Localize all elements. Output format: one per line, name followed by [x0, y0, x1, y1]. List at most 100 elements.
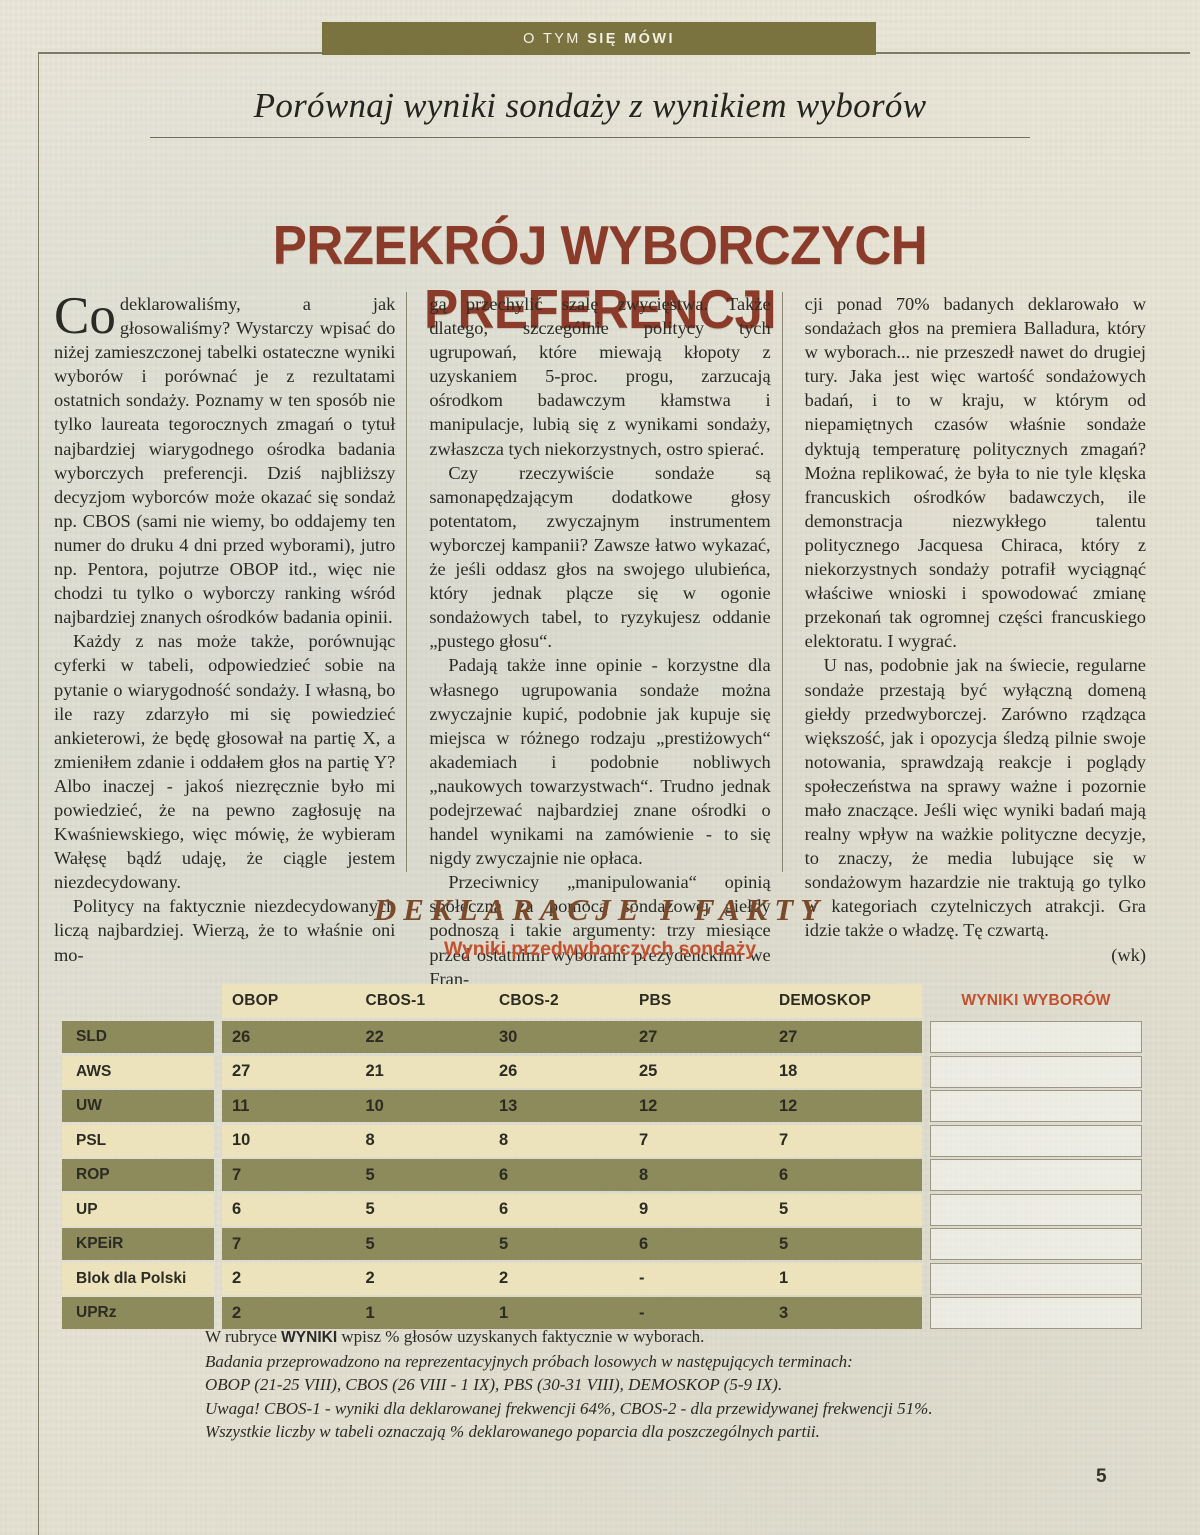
- cell-cbos-2: 30: [499, 1027, 518, 1046]
- results-input-box[interactable]: [930, 1193, 1142, 1226]
- results-input-box[interactable]: [930, 1124, 1142, 1157]
- poll-results-table: OBOP CBOS-1 CBOS-2 PBS DEMOSKOP WYNIKI W…: [62, 984, 1142, 1332]
- cell-cbos-1: 2: [365, 1269, 375, 1287]
- cell-demoskop: 12: [779, 1096, 798, 1115]
- row-label: PSL: [62, 1124, 214, 1157]
- cell-obop: 7: [232, 1165, 242, 1184]
- column-header-cbos-2: CBOS-2: [499, 992, 559, 1009]
- drop-cap: Co: [54, 287, 116, 345]
- results-input-box[interactable]: [930, 1021, 1142, 1053]
- cell-cbos-1: 21: [365, 1062, 384, 1080]
- cell-pbs: 6: [639, 1234, 649, 1253]
- results-entry[interactable]: [930, 1193, 1142, 1226]
- cell-cbos-2: 26: [499, 1062, 518, 1080]
- page-frame: [38, 52, 1192, 1535]
- table-header-row: OBOP CBOS-1 CBOS-2 PBS DEMOSKOP WYNIKI W…: [62, 984, 1142, 1018]
- cell-cbos-1: 10: [365, 1096, 384, 1115]
- table-row: KPEiR 7 5 5 6 5: [62, 1228, 1142, 1260]
- results-entry[interactable]: [930, 1262, 1142, 1295]
- row-values: 7 5 6 8 6: [222, 1159, 922, 1191]
- paragraph: cji ponad 70% badanych deklarowało w son…: [804, 294, 1146, 652]
- cell-demoskop: 5: [779, 1200, 789, 1218]
- row-values: 7 5 5 6 5: [222, 1228, 922, 1260]
- kicker-pre: O TYM: [523, 30, 588, 47]
- footnote-instruction: W rubryce WYNIKI wpisz % głosów uzyskany…: [205, 1325, 1105, 1350]
- cell-cbos-1: 1: [365, 1303, 375, 1322]
- cell-pbs: 27: [639, 1027, 658, 1046]
- cell-obop: 2: [232, 1303, 242, 1322]
- paragraph: gą przechylić szalę zwycięstwa. Także dl…: [429, 294, 771, 459]
- cell-demoskop: 3: [779, 1303, 789, 1322]
- table-row: ROP 7 5 6 8 6: [62, 1159, 1142, 1191]
- footnote-caveat: Uwaga! CBOS-1 - wyniki dla deklarowanej …: [205, 1398, 933, 1418]
- row-values: 2 1 1 - 3: [222, 1297, 922, 1329]
- column-header-cbos-1: CBOS-1: [365, 992, 426, 1009]
- cell-pbs: 25: [639, 1062, 658, 1080]
- paragraph: Politycy na faktycznie niezdecydowanych …: [54, 896, 396, 965]
- results-input-box[interactable]: [930, 1297, 1142, 1329]
- row-label: KPEiR: [62, 1228, 214, 1260]
- cell-cbos-1: 5: [365, 1200, 375, 1218]
- cell-pbs: -: [639, 1303, 645, 1322]
- results-input-box[interactable]: [930, 1090, 1142, 1122]
- row-label: ROP: [62, 1159, 214, 1191]
- cell-cbos-2: 2: [499, 1269, 509, 1287]
- cell-cbos-2: 5: [499, 1234, 509, 1253]
- results-input-box[interactable]: [930, 1055, 1142, 1088]
- results-entry[interactable]: [930, 1021, 1142, 1053]
- results-input-box[interactable]: [930, 1159, 1142, 1191]
- page-title: PRZEKRÓJ WYBORCZYCH PREFERENCJI: [272, 213, 928, 340]
- article-column-1: Co deklarowaliśmy, a jak głosowaliśmy? Wy…: [54, 287, 396, 965]
- table-section-subtitle: Wyniki przedwyborczych sondaży: [444, 938, 756, 960]
- kicker-strong: SIĘ MÓWI: [587, 30, 675, 47]
- cell-cbos-1: 5: [365, 1234, 375, 1253]
- results-entry[interactable]: [930, 1228, 1142, 1260]
- column-header-pbs: PBS: [639, 992, 672, 1009]
- paragraph: Padają także inne opinie - korzystne dla…: [429, 655, 771, 869]
- cell-cbos-1: 8: [365, 1131, 375, 1149]
- cell-demoskop: 6: [779, 1165, 789, 1184]
- cell-obop: 11: [232, 1096, 250, 1115]
- column-header-results: WYNIKI WYBORÓW: [961, 992, 1111, 1009]
- results-entry[interactable]: [930, 1124, 1142, 1157]
- table-footnotes: W rubryce WYNIKI wpisz % głosów uzyskany…: [205, 1325, 1105, 1444]
- results-entry[interactable]: [930, 1159, 1142, 1191]
- results-entry[interactable]: [930, 1297, 1142, 1329]
- cell-cbos-1: 5: [365, 1165, 375, 1184]
- table-row: UPRz 2 1 1 - 3: [62, 1297, 1142, 1329]
- cell-cbos-1: 22: [365, 1027, 384, 1046]
- row-values: 27 21 26 25 18: [222, 1055, 922, 1088]
- article-body: Co deklarowaliśmy, a jak głosowaliśmy? Wy…: [54, 287, 1146, 989]
- results-entry[interactable]: [930, 1055, 1142, 1088]
- cell-demoskop: 27: [779, 1027, 798, 1046]
- section-kicker-banner: O TYM SIĘ MÓWI: [322, 22, 876, 55]
- footnote-units: Wszystkie liczby w tabeli oznaczają % de…: [205, 1422, 820, 1441]
- footnote-methodology: Badania przeprowadzono na reprezentacyjn…: [205, 1351, 853, 1371]
- page-number: 5: [1096, 1466, 1107, 1487]
- cell-cbos-2: 8: [499, 1131, 509, 1149]
- cell-obop: 27: [232, 1062, 251, 1080]
- results-input-box[interactable]: [930, 1262, 1142, 1295]
- table-row: UW 11 10 13 12 12: [62, 1090, 1142, 1122]
- table-row: PSL 10 8 8 7 7: [62, 1124, 1142, 1157]
- column-header-demoskop: DEMOSKOP: [779, 992, 872, 1009]
- row-values: 6 5 6 9 5: [222, 1193, 922, 1226]
- article-column-2: gą przechylić szalę zwycięstwa. Także dl…: [406, 292, 771, 989]
- paragraph-text: deklarowaliśmy, a jak głosowaliśmy? Wyst…: [54, 294, 396, 628]
- results-input-box[interactable]: [930, 1228, 1142, 1260]
- column-header-obop: OBOP: [232, 992, 279, 1009]
- paragraph: Czy rzeczywiście sondaże są samonapędzaj…: [429, 462, 771, 652]
- cell-demoskop: 1: [779, 1269, 789, 1287]
- row-label: Blok dla Polski: [62, 1262, 214, 1295]
- table-row: UP 6 5 6 9 5: [62, 1193, 1142, 1226]
- row-label: UPRz: [62, 1297, 214, 1329]
- table-section-title: DEKLARACJE I FAKTY: [373, 892, 827, 927]
- row-label: UP: [62, 1193, 214, 1226]
- cell-pbs: -: [639, 1269, 645, 1287]
- row-values: 10 8 8 7 7: [222, 1124, 922, 1157]
- cell-demoskop: 7: [779, 1131, 789, 1149]
- cell-cbos-2: 6: [499, 1200, 509, 1218]
- paragraph: Każdy z nas może także, porównując cyfer…: [54, 631, 396, 893]
- table-row: SLD 26 22 30 27 27: [62, 1021, 1142, 1053]
- results-entry[interactable]: [930, 1090, 1142, 1122]
